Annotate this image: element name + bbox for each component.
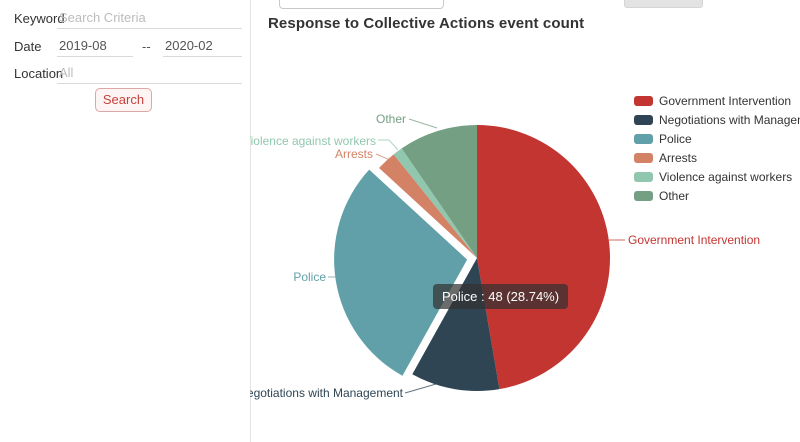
date-from-input[interactable] bbox=[57, 38, 133, 57]
legend-item-negotiations-with-management[interactable]: Negotiations with Management bbox=[634, 112, 800, 127]
slice-label-police: Police bbox=[293, 270, 326, 284]
location-row: Location bbox=[14, 65, 242, 85]
legend-item-arrests[interactable]: Arrests bbox=[634, 150, 800, 165]
keyword-input[interactable] bbox=[57, 10, 242, 29]
pie-slice-police[interactable] bbox=[334, 169, 468, 376]
chart-title: Response to Collective Actions event cou… bbox=[268, 15, 585, 32]
location-label: Location bbox=[14, 66, 64, 81]
pie-slice-violence-against-workers[interactable] bbox=[393, 148, 477, 258]
date-row: Date -- bbox=[14, 38, 242, 58]
legend-label: Arrests bbox=[659, 150, 698, 165]
search-button[interactable]: Search bbox=[95, 88, 152, 112]
slice-label-violence-against-workers: Violence against workers bbox=[250, 134, 376, 148]
legend-swatch-government-intervention bbox=[634, 95, 653, 106]
location-input[interactable] bbox=[57, 65, 242, 84]
label-line-violence-against-workers bbox=[378, 139, 399, 151]
label-line-arrests bbox=[375, 153, 391, 161]
legend-label: Other bbox=[659, 188, 690, 203]
chart-legend: Government Intervention Negotiations with… bbox=[634, 93, 800, 209]
slice-label-arrests: Arrests bbox=[335, 147, 373, 161]
legend-item-other[interactable]: Other bbox=[634, 188, 800, 203]
date-to-input[interactable] bbox=[163, 38, 242, 57]
slice-label-other: Other bbox=[376, 112, 406, 126]
top-right-button-partial[interactable] bbox=[624, 0, 703, 8]
slice-label-government-intervention: Government Intervention bbox=[628, 233, 760, 247]
legend-swatch-police bbox=[634, 133, 653, 144]
keyword-label: Keyword bbox=[14, 11, 65, 26]
legend-label: Police bbox=[659, 131, 692, 146]
legend-swatch-negotiations-with-management bbox=[634, 114, 653, 125]
legend-label: Negotiations with Management bbox=[659, 112, 800, 127]
chart-tooltip: Police : 48 (28.74%) bbox=[433, 284, 569, 309]
pie-slice-government-intervention[interactable] bbox=[477, 125, 610, 390]
keyword-row: Keyword bbox=[14, 10, 242, 30]
legend-swatch-other bbox=[634, 190, 653, 201]
search-form-sidebar: Keyword Date -- Location Search bbox=[0, 0, 250, 442]
legend-item-violence-against-workers[interactable]: Violence against workers bbox=[634, 169, 800, 184]
legend-swatch-arrests bbox=[634, 152, 653, 163]
legend-item-government-intervention[interactable]: Government Intervention bbox=[634, 93, 800, 108]
legend-item-police[interactable]: Police bbox=[634, 131, 800, 146]
vertical-divider bbox=[250, 0, 251, 442]
legend-label: Violence against workers bbox=[659, 169, 793, 184]
label-line-negotiations-with-management bbox=[404, 381, 444, 394]
label-line-other bbox=[408, 118, 438, 129]
slice-label-negotiations-with-management: Negotiations with Management bbox=[250, 386, 404, 400]
pie-chart: Government Intervention Negotiations with… bbox=[250, 112, 760, 400]
top-input-partial[interactable] bbox=[279, 0, 444, 9]
pie-slice-other[interactable] bbox=[401, 125, 477, 258]
date-label: Date bbox=[14, 39, 42, 54]
legend-swatch-violence-against-workers bbox=[634, 171, 653, 182]
pie-slice-arrests[interactable] bbox=[379, 154, 477, 258]
legend-label: Government Intervention bbox=[659, 93, 792, 108]
date-range-separator: -- bbox=[142, 39, 151, 54]
